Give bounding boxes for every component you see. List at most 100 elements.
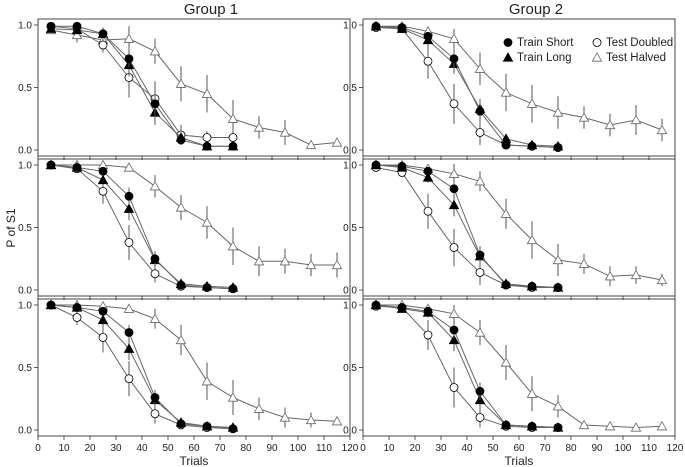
x-tick-label: 100 xyxy=(615,443,632,454)
x-tick-label: 50 xyxy=(162,443,174,454)
data-point-test-halved xyxy=(578,258,590,268)
data-point-train-short xyxy=(228,141,238,151)
data-point-test-halved xyxy=(149,313,161,323)
data-point-test-halved xyxy=(630,269,642,280)
data-point-test-halved xyxy=(175,78,187,88)
x-tick-label: 60 xyxy=(188,443,200,454)
data-point-test-doubled xyxy=(449,243,459,252)
x-tick-label: 0 xyxy=(360,443,366,454)
data-point-test-halved xyxy=(604,270,616,281)
data-point-test-halved xyxy=(227,392,239,402)
data-point-train-short xyxy=(501,420,511,430)
data-point-test-halved xyxy=(630,114,642,125)
data-point-train-short xyxy=(449,325,459,335)
panel-frame xyxy=(37,298,351,437)
data-point-train-short xyxy=(72,163,82,172)
x-tick-label: 90 xyxy=(591,443,603,454)
data-point-test-halved xyxy=(201,88,213,98)
series-test-halved xyxy=(45,159,343,278)
series-line xyxy=(50,164,234,288)
data-point-test-doubled xyxy=(124,238,134,247)
x-tick-label: 80 xyxy=(565,443,577,454)
data-point-train-long xyxy=(97,174,109,185)
data-point-test-halved xyxy=(123,33,135,43)
data-point-train-short xyxy=(449,184,459,194)
panel-frame xyxy=(37,158,351,297)
series-line xyxy=(51,304,338,422)
series-test-doubled xyxy=(46,300,238,434)
data-point-train-short xyxy=(527,281,537,291)
data-point-test-halved xyxy=(201,217,213,227)
y-tick-label: 0.0 xyxy=(343,286,357,297)
x-tick-label: 30 xyxy=(435,443,447,454)
data-point-test-halved xyxy=(331,137,343,147)
group-1-title: Group 1 xyxy=(184,1,238,18)
data-point-train-short xyxy=(553,283,563,292)
data-point-test-halved xyxy=(604,119,616,130)
data-point-train-short xyxy=(501,280,511,290)
data-point-test-halved xyxy=(123,303,135,313)
data-point-test-halved xyxy=(448,33,460,43)
data-point-train-short xyxy=(423,31,433,41)
series-line xyxy=(375,25,559,147)
data-point-test-halved xyxy=(526,388,538,398)
data-point-test-halved xyxy=(253,255,265,266)
x-tick-label: 120 xyxy=(342,443,359,454)
series-test-doubled xyxy=(46,21,238,145)
data-point-train-short xyxy=(397,161,407,171)
legend-item-test-doubled: Test Doubled xyxy=(592,37,673,49)
data-point-test-doubled xyxy=(98,186,108,196)
data-point-test-doubled xyxy=(72,313,82,322)
legend: Train Short Train Long Test Doubled Test Ha… xyxy=(502,37,673,64)
data-point-test-halved xyxy=(552,107,564,117)
data-point-train-short xyxy=(397,303,407,312)
data-point-test-doubled xyxy=(475,128,485,137)
data-point-test-halved xyxy=(279,412,291,422)
group-2-title: Group 2 xyxy=(509,1,563,18)
y-tick-label: 0.5 xyxy=(18,363,32,374)
x-tick-label: 70 xyxy=(539,443,551,454)
data-point-train-long xyxy=(97,314,109,325)
data-point-train-short xyxy=(150,393,160,402)
x-tick-label: 90 xyxy=(266,443,278,454)
legend-marker xyxy=(591,52,603,62)
y-tick-label: 0.5 xyxy=(343,83,357,94)
data-point-test-doubled xyxy=(228,133,238,142)
data-point-test-halved xyxy=(305,259,317,270)
data-point-test-halved xyxy=(175,334,187,345)
data-point-test-halved xyxy=(279,255,291,266)
data-point-train-short xyxy=(46,21,56,31)
data-point-test-halved xyxy=(305,414,317,425)
data-point-test-halved xyxy=(526,234,538,245)
data-point-train-short xyxy=(397,23,407,32)
data-point-train-short xyxy=(72,303,82,312)
y-tick-label: 0.5 xyxy=(343,223,357,234)
data-point-test-halved xyxy=(656,274,668,285)
data-point-test-halved xyxy=(149,45,161,56)
series-test-halved xyxy=(45,24,343,150)
panel-1-1: 0.0 0.5 1.0 xyxy=(18,18,351,160)
series-line xyxy=(50,29,338,146)
data-point-test-halved xyxy=(578,112,590,122)
data-point-train-short xyxy=(176,419,186,429)
data-point-test-halved xyxy=(474,175,486,186)
data-point-train-short xyxy=(176,135,186,145)
y-tick-label: 1.0 xyxy=(343,21,357,32)
data-point-train-short xyxy=(202,141,212,151)
y-tick-label: 1.0 xyxy=(18,161,32,172)
y-tick-label: 1.0 xyxy=(343,161,357,172)
panel-frame xyxy=(362,298,676,437)
data-point-test-halved xyxy=(500,357,512,367)
data-point-test-halved xyxy=(253,122,265,132)
legend-item-train-long: Train Long xyxy=(502,52,572,64)
series-train-short xyxy=(371,160,563,292)
legend-item-test-halved: Test Halved xyxy=(591,52,666,64)
x-tick-label: 110 xyxy=(316,443,332,454)
data-point-test-halved xyxy=(149,180,161,191)
data-point-test-doubled xyxy=(124,374,134,384)
data-point-train-short xyxy=(527,421,537,431)
legend-marker xyxy=(503,38,513,47)
data-point-test-doubled xyxy=(423,206,433,216)
data-point-test-halved xyxy=(123,162,135,172)
series-line xyxy=(375,305,558,428)
